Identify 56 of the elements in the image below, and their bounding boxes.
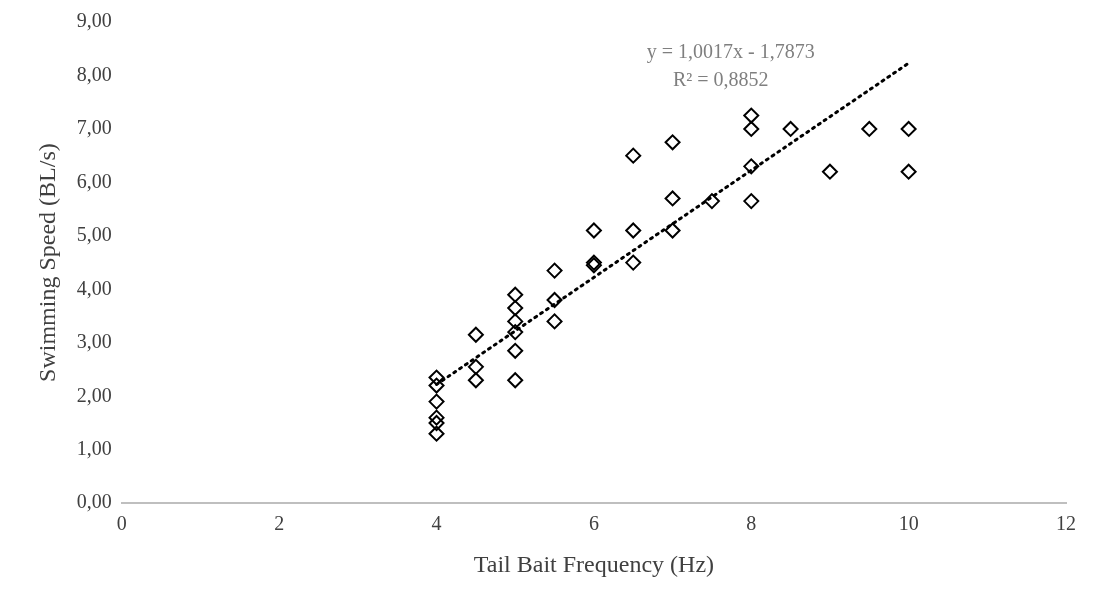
point bbox=[625, 254, 642, 271]
point bbox=[585, 222, 602, 239]
x-tick-label: 4 bbox=[431, 512, 442, 535]
y-tick-label: 3,00 bbox=[76, 330, 112, 353]
point bbox=[743, 158, 760, 175]
point bbox=[625, 222, 642, 239]
point bbox=[743, 107, 760, 124]
point bbox=[546, 313, 563, 330]
point bbox=[625, 147, 642, 164]
point bbox=[507, 342, 524, 359]
point bbox=[507, 324, 524, 341]
x-tick-label: 0 bbox=[116, 512, 127, 535]
point bbox=[428, 393, 445, 410]
point bbox=[428, 409, 445, 426]
x-tick-label: 8 bbox=[746, 512, 757, 535]
point bbox=[703, 193, 720, 210]
y-tick-label: 0,00 bbox=[76, 490, 112, 513]
point bbox=[743, 120, 760, 137]
point bbox=[507, 313, 524, 330]
x-tick-label: 12 bbox=[1056, 512, 1076, 535]
y-tick-label: 2,00 bbox=[76, 383, 112, 406]
point bbox=[782, 120, 799, 137]
y-tick-label: 1,00 bbox=[76, 436, 112, 459]
point bbox=[664, 222, 681, 239]
point bbox=[861, 120, 878, 137]
x-axis-title: Tail Bait Frequency (Hz) bbox=[473, 550, 715, 577]
y-tick-label: 6,00 bbox=[76, 169, 112, 192]
point bbox=[743, 193, 760, 210]
y-tick-label: 4,00 bbox=[76, 276, 112, 299]
point bbox=[900, 120, 917, 137]
y-tick-label: 7,00 bbox=[76, 116, 112, 139]
y-tick-label: 5,00 bbox=[76, 223, 112, 246]
y-tick-label: 9,00 bbox=[76, 9, 112, 32]
x-tick-label: 2 bbox=[274, 512, 285, 535]
point bbox=[507, 372, 524, 389]
point bbox=[467, 326, 484, 343]
annotation: R² = 0,8852 bbox=[673, 68, 769, 90]
point bbox=[467, 358, 484, 375]
annotation: y = 1,0017x - 1,7873 bbox=[646, 40, 815, 63]
point bbox=[546, 262, 563, 279]
y-axis-title: Swimming Speed (BL/s) bbox=[33, 143, 60, 382]
point bbox=[664, 134, 681, 151]
point bbox=[467, 372, 484, 389]
point bbox=[428, 377, 445, 394]
point bbox=[428, 369, 445, 386]
point bbox=[900, 163, 917, 180]
point bbox=[664, 190, 681, 207]
point bbox=[428, 415, 445, 431]
point bbox=[507, 286, 524, 303]
x-tick-label: 10 bbox=[898, 512, 919, 535]
x-tick-label: 6 bbox=[588, 512, 599, 535]
point bbox=[546, 292, 563, 309]
point bbox=[821, 163, 838, 180]
y-tick-label: 8,00 bbox=[76, 62, 112, 85]
point bbox=[507, 300, 524, 317]
point bbox=[428, 425, 445, 442]
